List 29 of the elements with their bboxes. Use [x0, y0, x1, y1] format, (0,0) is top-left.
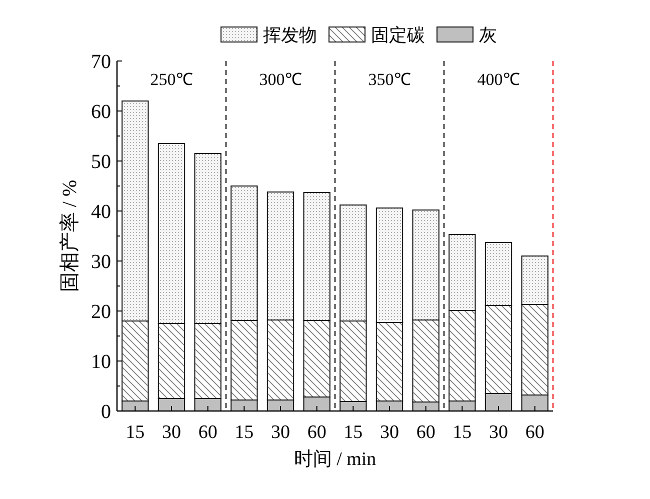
- y-tick-label: 70: [91, 51, 111, 73]
- legend-label: 灰: [479, 25, 497, 45]
- x-tick-label: 30: [271, 422, 290, 443]
- x-axis-title: 时间 / min: [294, 449, 377, 470]
- y-tick-label: 50: [91, 151, 111, 173]
- x-tick-label: 60: [198, 422, 218, 443]
- x-tick-label: 60: [307, 422, 326, 443]
- x-tick-label: 15: [126, 422, 145, 443]
- x-tick-label: 30: [489, 422, 508, 443]
- y-tick-label: 10: [91, 351, 111, 373]
- x-tick-label: 15: [234, 422, 254, 443]
- y-tick-label: 20: [91, 301, 111, 323]
- legend-label: 挥发物: [263, 25, 317, 45]
- y-tick-label: 30: [91, 251, 111, 273]
- annotation: 300℃: [259, 70, 302, 89]
- annotation: 250℃: [150, 70, 193, 89]
- y-tick-label: 40: [91, 201, 111, 223]
- x-tick-label: 30: [162, 422, 181, 443]
- y-tick-label: 60: [91, 101, 111, 123]
- x-tick-label: 60: [416, 422, 436, 443]
- x-tick-label: 15: [452, 422, 472, 443]
- y-axis-title: 固相产率 / %: [59, 180, 81, 292]
- annotation: 400℃: [477, 70, 520, 89]
- annotation: 350℃: [368, 70, 411, 89]
- x-tick-label: 30: [380, 422, 399, 443]
- x-tick-label: 15: [344, 422, 363, 443]
- x-tick-label: 60: [525, 422, 544, 443]
- legend-label: 固定碳: [371, 25, 425, 45]
- y-tick-label: 0: [101, 401, 111, 423]
